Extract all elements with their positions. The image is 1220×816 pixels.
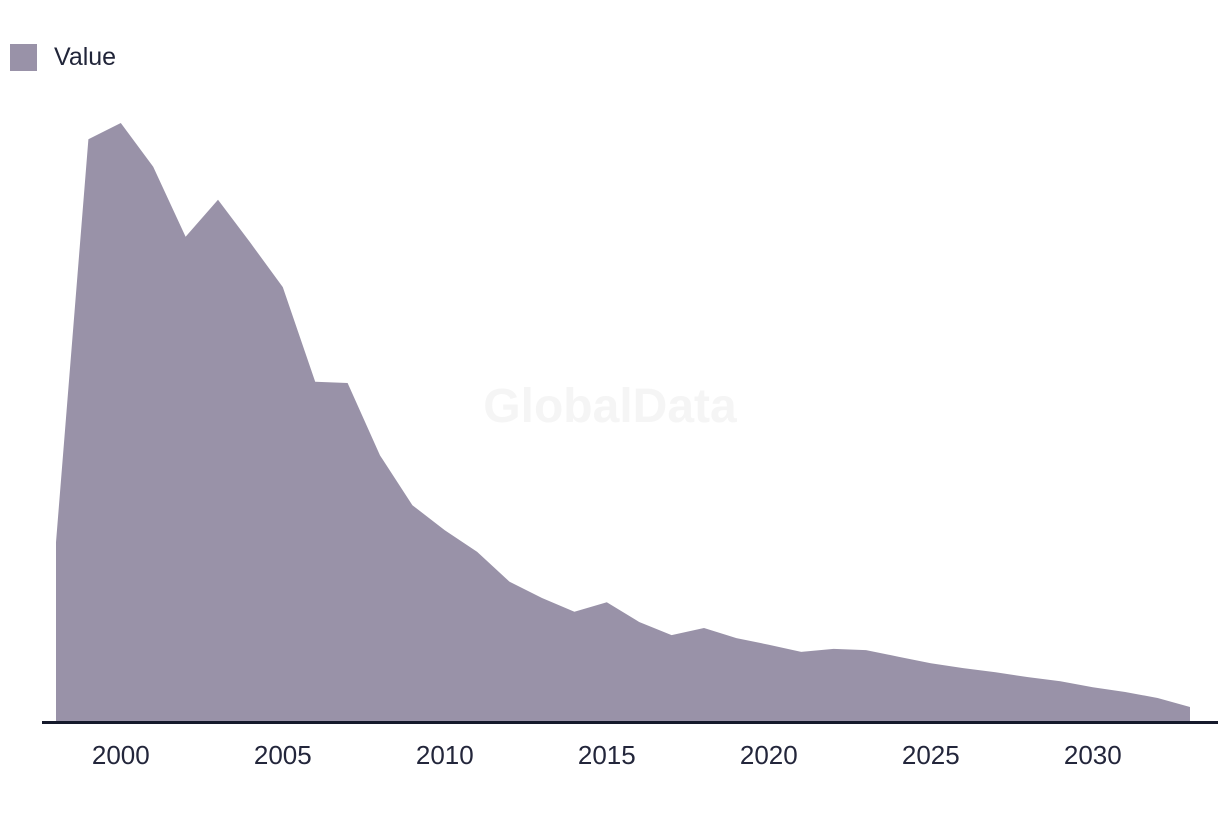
x-tick-label-2030: 2030 [1063, 740, 1122, 770]
x-tick-label-2020: 2020 [739, 740, 798, 770]
x-tick-label-2005: 2005 [253, 740, 312, 770]
x-tick-label-2025: 2025 [901, 740, 960, 770]
legend-item-value[interactable]: Value [10, 44, 116, 71]
x-tick-label-2010: 2010 [415, 740, 474, 770]
x-axis-labels: 2000 2005 2010 2015 2020 2025 2030 [0, 740, 1220, 780]
x-tick-label-2015: 2015 [577, 740, 636, 770]
legend-swatch-icon [10, 44, 37, 71]
area-series-value [56, 123, 1190, 722]
legend-label: Value [54, 43, 117, 71]
x-axis-line [42, 721, 1218, 724]
x-tick-label-2000: 2000 [91, 740, 150, 770]
